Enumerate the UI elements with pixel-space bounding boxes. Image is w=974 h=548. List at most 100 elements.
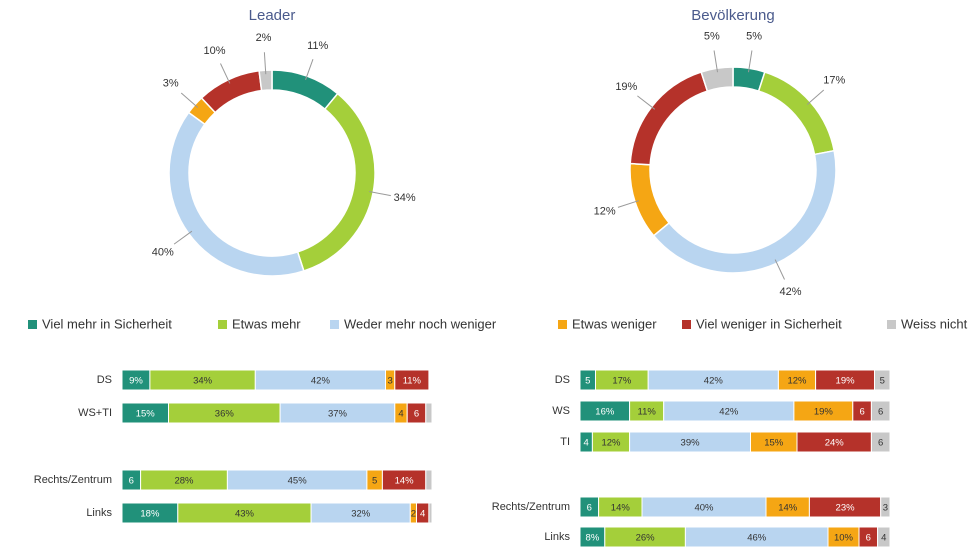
segment-label: 4 [881, 533, 886, 544]
legend-label: Etwas mehr [232, 316, 301, 331]
segment-label: 42% [311, 376, 331, 387]
segment-label: 32% [351, 509, 371, 520]
segment-label: 37% [328, 409, 348, 420]
bar-segment [394, 369, 430, 391]
segment-label: 6 [878, 407, 883, 418]
segment-label: 11% [637, 407, 656, 418]
data-label: 3% [163, 78, 179, 90]
leader-line [637, 95, 656, 110]
segment-label: 8% [586, 533, 600, 544]
data-label: 12% [594, 206, 616, 218]
category-label: TI [560, 436, 570, 448]
bar-segment [880, 496, 891, 518]
segment-label: 14% [395, 476, 415, 487]
category-label: Links [544, 531, 570, 543]
segment-label: 12% [787, 376, 807, 387]
segment-label: 4 [584, 438, 589, 449]
leader-line [806, 89, 825, 105]
segment-label: 6 [859, 407, 864, 418]
segment-label: 34% [193, 376, 213, 387]
leader-line [305, 58, 314, 81]
segment-label: 6 [414, 409, 419, 420]
segment-label: 16% [595, 407, 615, 418]
segment-label: 36% [215, 409, 235, 420]
segment-label: 23% [836, 503, 856, 514]
bar-segment [425, 469, 433, 491]
category-label: Links [86, 507, 112, 519]
category-label: DS [97, 374, 112, 386]
legend-label: Viel mehr in Sicherheit [42, 316, 172, 331]
segment-label: 6 [878, 438, 883, 449]
data-label: 40% [152, 246, 174, 258]
segment-label: 19% [836, 376, 856, 387]
data-label: 19% [615, 81, 637, 93]
segment-label: 3 [388, 376, 393, 387]
segment-label: 28% [174, 476, 194, 487]
legend-swatch [887, 320, 896, 329]
legend-label: Weiss nicht [901, 316, 968, 331]
leader-line [617, 200, 639, 208]
legend-label: Etwas weniger [572, 316, 657, 331]
leader-line [173, 230, 193, 245]
data-label: 11% [307, 40, 328, 52]
donut-slice [258, 69, 273, 92]
donut-slice [629, 162, 671, 237]
donut-slice [296, 92, 376, 272]
category-label: Rechts/Zentrum [34, 474, 112, 486]
segment-label: 10% [834, 533, 854, 544]
segment-label: 6 [866, 533, 871, 544]
segment-label: 2 [411, 509, 416, 520]
data-label: 5% [746, 31, 762, 43]
segment-label: 5 [880, 376, 885, 387]
segment-label: 12% [601, 438, 621, 449]
data-label: 42% [779, 286, 801, 298]
data-label: 17% [823, 75, 845, 87]
donut-slice [200, 69, 263, 114]
segment-label: 17% [612, 376, 632, 387]
bar-segment [870, 431, 891, 453]
data-label: 34% [394, 192, 416, 204]
bar-segment [874, 369, 891, 391]
category-label: WS+TI [78, 407, 112, 419]
segment-label: 4 [398, 409, 403, 420]
segment-label: 26% [636, 533, 656, 544]
segment-label: 18% [140, 509, 160, 520]
segment-label: 5 [372, 476, 377, 487]
donut-slice [700, 66, 734, 93]
donut-title: Leader [249, 7, 296, 24]
leader-line [180, 92, 199, 108]
segment-label: 19% [814, 407, 834, 418]
bar-segment [428, 502, 433, 524]
legend-label: Viel weniger in Sicherheit [696, 316, 842, 331]
segment-label: 42% [704, 376, 724, 387]
legend-label: Weder mehr noch weniger [344, 316, 497, 331]
legend-swatch [682, 320, 691, 329]
donut-title: Bevölkerung [691, 7, 774, 24]
segment-label: 46% [747, 533, 767, 544]
category-label: DS [555, 374, 570, 386]
leader-line [263, 52, 267, 75]
donut-slice [629, 71, 709, 166]
segment-label: 6 [129, 476, 134, 487]
leader-line [747, 50, 753, 73]
segment-label: 3 [883, 503, 888, 514]
leader-line [774, 259, 785, 280]
category-label: WS [552, 405, 570, 417]
segment-label: 15% [764, 438, 784, 449]
leader-line [369, 191, 391, 197]
legend-swatch [28, 320, 37, 329]
segment-label: 24% [825, 438, 845, 449]
bar-segment [877, 526, 891, 548]
donut-slice [271, 69, 339, 111]
leader-line [220, 63, 231, 84]
donut-slice [652, 149, 837, 274]
leader-line [713, 50, 719, 73]
segment-label: 39% [681, 438, 701, 449]
segment-label: 40% [694, 503, 714, 514]
legend-swatch [558, 320, 567, 329]
category-label: Rechts/Zentrum [492, 501, 570, 513]
segment-label: 14% [778, 503, 798, 514]
legend-swatch [330, 320, 339, 329]
segment-label: 14% [611, 503, 631, 514]
